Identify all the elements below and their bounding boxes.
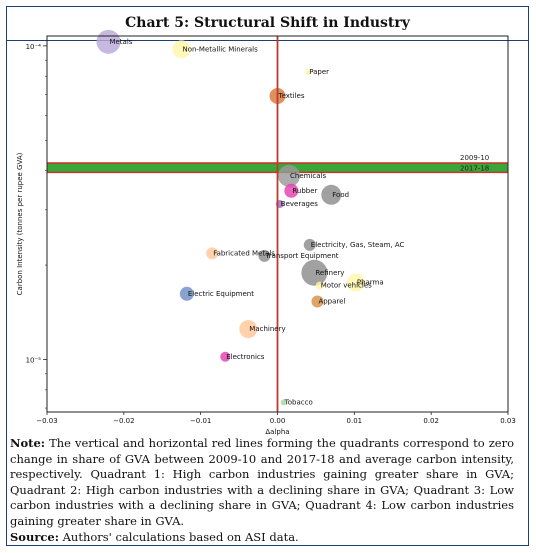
data-label: Machinery <box>249 325 285 333</box>
data-label: Pharma <box>357 278 384 286</box>
note-text: The vertical and horizontal red lines fo… <box>10 436 515 528</box>
chart-note: Note: The vertical and horizontal red li… <box>10 436 514 545</box>
y-tick-label: 10⁻⁵ <box>26 356 42 364</box>
data-label: Electronics <box>226 353 265 361</box>
data-point <box>321 184 342 205</box>
title-divider <box>7 40 528 41</box>
data-label: Food <box>332 191 349 199</box>
chart-title: Chart 5: Structural Shift in Industry <box>125 15 410 31</box>
data-label: Fabricated Metals <box>213 249 275 257</box>
x-tick-label: 0.01 <box>347 417 363 425</box>
x-tick-label: −0.03 <box>36 417 57 425</box>
data-point <box>239 320 258 339</box>
data-point <box>258 249 271 262</box>
note-label: Note: <box>10 436 46 450</box>
plot-area: 2009-10 2017-18 Metals Non-Metallic Mineral… <box>26 29 516 425</box>
data-point <box>172 40 191 59</box>
x-tick-label: 0.02 <box>423 417 439 425</box>
data-point <box>315 281 324 290</box>
data-point <box>280 399 287 406</box>
data-label: Apparel <box>318 298 345 306</box>
data-label: Rubber <box>292 187 317 195</box>
x-axis-label: Δalpha <box>265 428 289 436</box>
source-text: Authors' calculations based on ASI data. <box>62 529 299 544</box>
data-point <box>179 286 194 301</box>
x-tick-label: 0.03 <box>500 417 516 425</box>
source-label: Source: <box>10 529 59 544</box>
data-label: Tobacco <box>284 398 313 406</box>
data-point <box>303 238 316 251</box>
data-point <box>311 295 324 308</box>
reference-label-2017-18: 2017-18 <box>460 164 489 172</box>
data-label: Motor vehicles <box>321 282 372 290</box>
data-point <box>346 273 365 292</box>
x-tick-label: −0.02 <box>113 417 134 425</box>
data-label: Metals <box>109 38 132 46</box>
chart-frame: Chart 5: Structural Shift in Industry <box>6 6 529 546</box>
data-point <box>278 164 301 187</box>
data-label: Transport Equipment <box>264 252 338 260</box>
data-point <box>220 351 231 362</box>
y-tick-label: 10⁻⁴ <box>26 43 42 51</box>
data-point <box>206 247 219 260</box>
data-label: Paper <box>309 68 329 76</box>
data-label: Non-Metallic Minerals <box>182 45 258 53</box>
x-tick-label: −0.01 <box>190 417 211 425</box>
y-axis-label: Carbon Intensity (tonnes per rupee GVA) <box>16 152 24 295</box>
data-label: Chemicals <box>290 172 326 180</box>
data-label: Beverages <box>281 200 318 208</box>
data-label: Textiles <box>278 92 305 100</box>
data-point <box>284 183 299 198</box>
data-label: Electric Equipment <box>188 290 254 298</box>
data-point <box>305 69 312 76</box>
data-label: Electricity, Gas, Steam, AC <box>311 241 405 249</box>
data-label: Refinery <box>315 269 344 277</box>
x-tick-label: 0.00 <box>270 417 286 425</box>
reference-label-2009-10: 2009-10 <box>460 154 489 162</box>
data-point <box>301 259 328 286</box>
